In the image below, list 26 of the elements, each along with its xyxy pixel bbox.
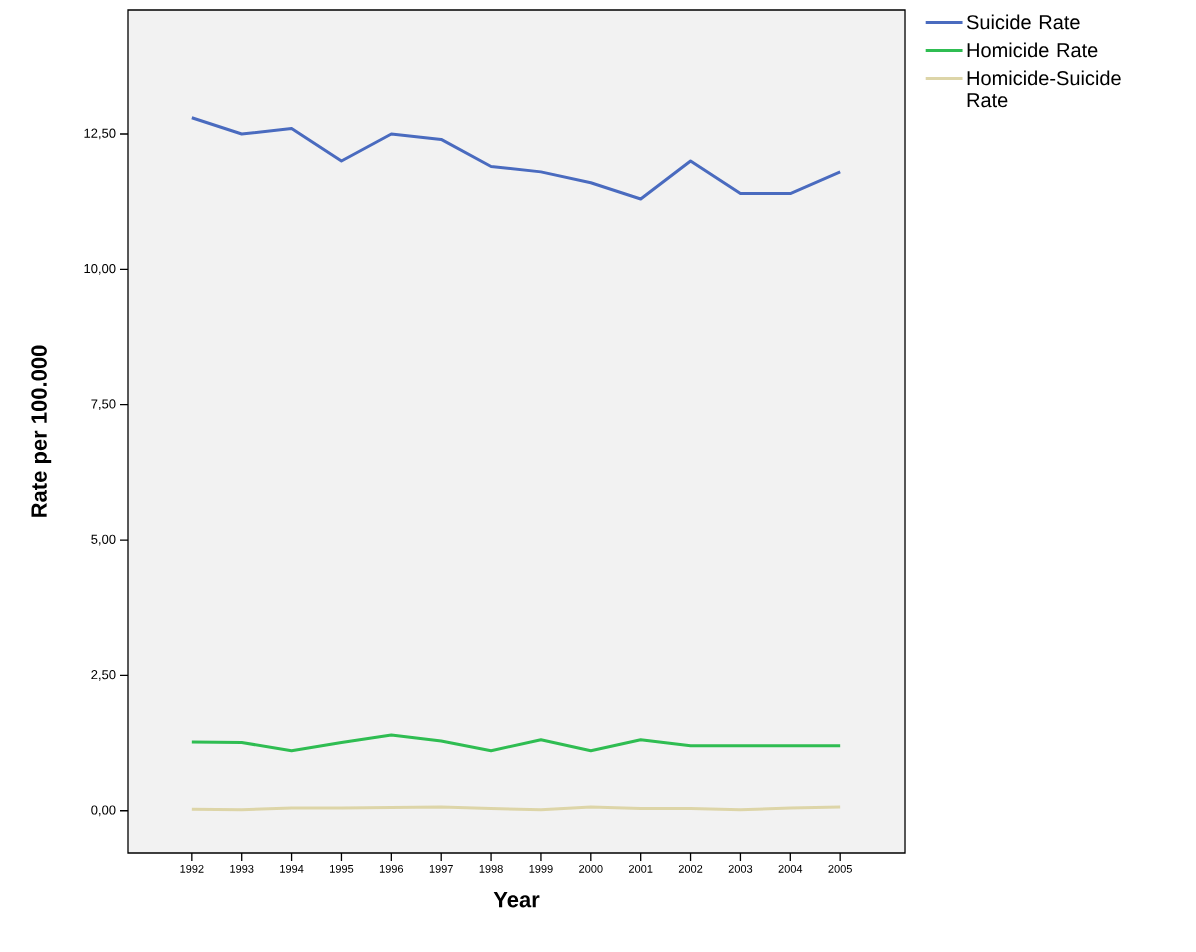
y-tick-label: 0,00 bbox=[91, 805, 116, 817]
legend-label: Suicide Rate bbox=[966, 14, 1080, 30]
x-tick-label: 2001 bbox=[629, 864, 653, 873]
x-tick-label: 1999 bbox=[529, 864, 553, 873]
y-tick-label: 12,50 bbox=[84, 128, 116, 140]
y-tick-label: 2,50 bbox=[91, 670, 116, 681]
x-tick-label: 2002 bbox=[678, 864, 703, 873]
x-tick-label: 1994 bbox=[280, 864, 304, 873]
x-tick-label: 1998 bbox=[479, 864, 503, 873]
y-tick-label: 5,00 bbox=[91, 534, 116, 546]
x-tick-label: 2000 bbox=[579, 864, 603, 873]
x-tick-label: 2005 bbox=[828, 864, 852, 873]
x-tick-label: 2003 bbox=[728, 864, 753, 873]
x-tick-label: 2004 bbox=[778, 864, 803, 873]
x-tick-label: 1993 bbox=[230, 864, 254, 873]
legend-label: Homicide-Suicide Rate bbox=[967, 70, 1121, 108]
y-tick-label: 7,50 bbox=[91, 399, 116, 411]
x-tick-label: 1992 bbox=[180, 864, 204, 873]
x-axis-title: Year bbox=[493, 892, 540, 908]
y-axis-title: Rate per 100.000 bbox=[31, 345, 52, 517]
x-tick-label: 1997 bbox=[429, 864, 453, 873]
y-tick-label: 10,00 bbox=[84, 263, 116, 275]
legend-label: Homicide Rate bbox=[967, 42, 1098, 58]
line-series bbox=[190, 116, 842, 201]
x-tick-label: 1996 bbox=[379, 864, 404, 873]
x-tick-label: 1995 bbox=[330, 864, 354, 873]
